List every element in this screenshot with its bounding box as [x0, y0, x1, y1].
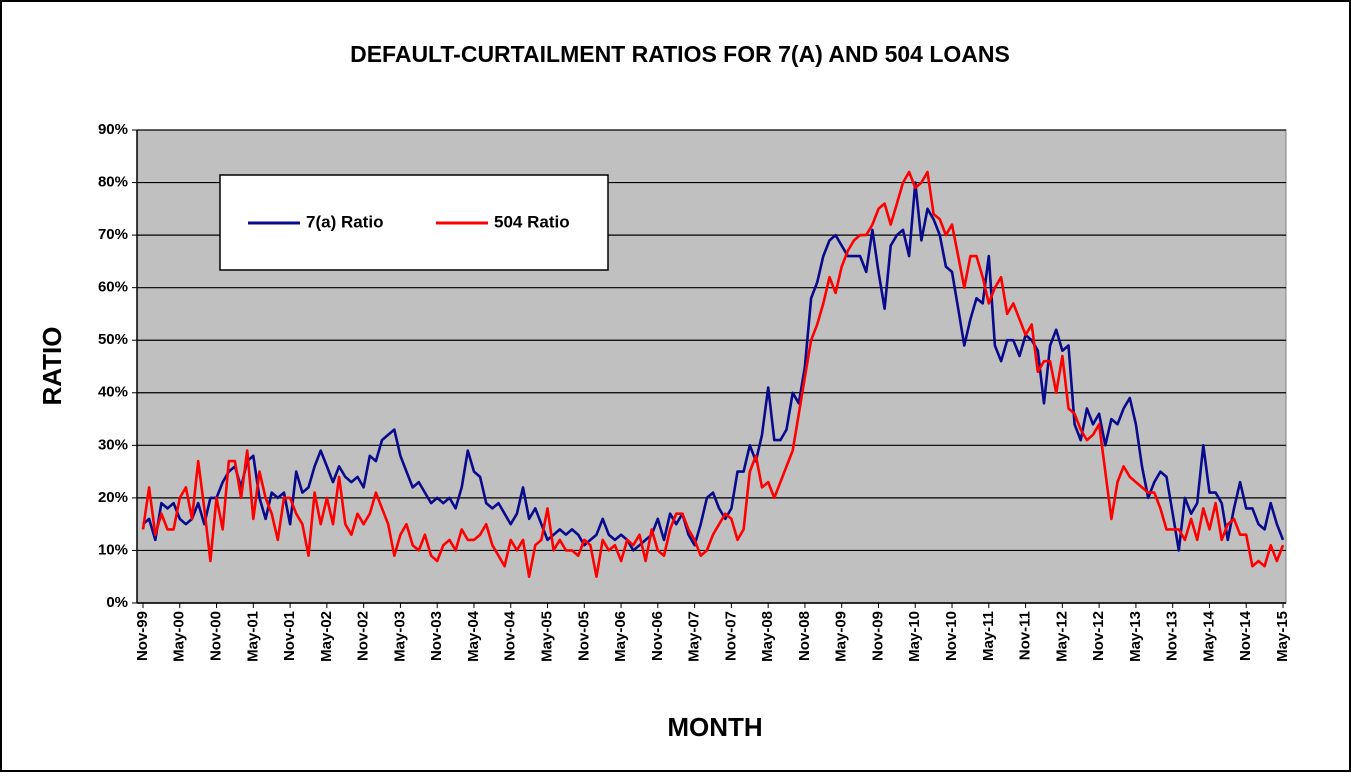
- x-tick-label: Nov-09: [869, 611, 886, 661]
- x-tick-label: May-10: [906, 611, 923, 662]
- y-tick-label: 30%: [98, 436, 128, 453]
- y-tick-label: 10%: [98, 541, 128, 558]
- x-tick-label: May-09: [833, 611, 850, 662]
- x-axis-label: MONTH: [667, 712, 762, 742]
- x-tick-label: May-12: [1053, 611, 1070, 662]
- x-tick-label: Nov-01: [281, 611, 298, 661]
- x-tick-label: May-08: [759, 611, 776, 662]
- x-tick-label: Nov-06: [649, 611, 666, 661]
- x-tick-label: Nov-08: [796, 611, 813, 661]
- x-tick-label: May-04: [465, 610, 482, 662]
- legend-label: 7(a) Ratio: [306, 212, 383, 231]
- y-tick-label: 20%: [98, 489, 128, 506]
- x-tick-label: Nov-13: [1164, 611, 1181, 661]
- x-tick-label: Nov-02: [355, 611, 372, 661]
- x-tick-label: Nov-12: [1090, 611, 1107, 661]
- chart-title: DEFAULT-CURTAILMENT RATIOS FOR 7(A) AND …: [350, 41, 1010, 67]
- x-tick-label: Nov-99: [134, 611, 151, 661]
- y-tick-label: 90%: [98, 121, 128, 138]
- y-tick-label: 50%: [98, 331, 128, 348]
- x-tick-label: May-03: [391, 611, 408, 662]
- x-tick-label: May-11: [980, 611, 997, 661]
- x-tick-label: May-01: [244, 611, 261, 662]
- series-line: [141, 170, 1285, 578]
- x-tick-label: May-05: [538, 611, 555, 662]
- y-tick-label: 40%: [98, 384, 128, 401]
- x-tick-label: May-13: [1127, 611, 1144, 662]
- x-tick-label: Nov-04: [502, 610, 519, 661]
- x-tick-label: May-02: [318, 611, 335, 662]
- y-tick-label: 0%: [106, 594, 128, 611]
- y-axis-label: RATIO: [37, 327, 67, 406]
- x-tick-label: May-00: [171, 611, 188, 662]
- x-tick-label: May-14: [1200, 610, 1217, 662]
- x-tick-label: Nov-14: [1237, 610, 1254, 661]
- x-tick-label: Nov-05: [575, 611, 592, 661]
- x-tick-label: Nov-03: [428, 611, 445, 661]
- x-tick-label: May-07: [686, 611, 703, 662]
- x-tick-label: Nov-07: [722, 611, 739, 661]
- x-tick-label: Nov-10: [943, 611, 960, 661]
- y-tick-label: 60%: [98, 279, 128, 296]
- y-tick-label: 80%: [98, 174, 128, 191]
- x-tick-label: Nov-11: [1017, 611, 1034, 660]
- x-tick-label: May-15: [1274, 611, 1291, 662]
- y-tick-label: 70%: [98, 226, 128, 243]
- x-tick-label: Nov-00: [208, 611, 225, 661]
- series-line: [142, 181, 1285, 552]
- x-tick-label: May-06: [612, 611, 629, 662]
- legend-label: 504 Ratio: [494, 212, 570, 231]
